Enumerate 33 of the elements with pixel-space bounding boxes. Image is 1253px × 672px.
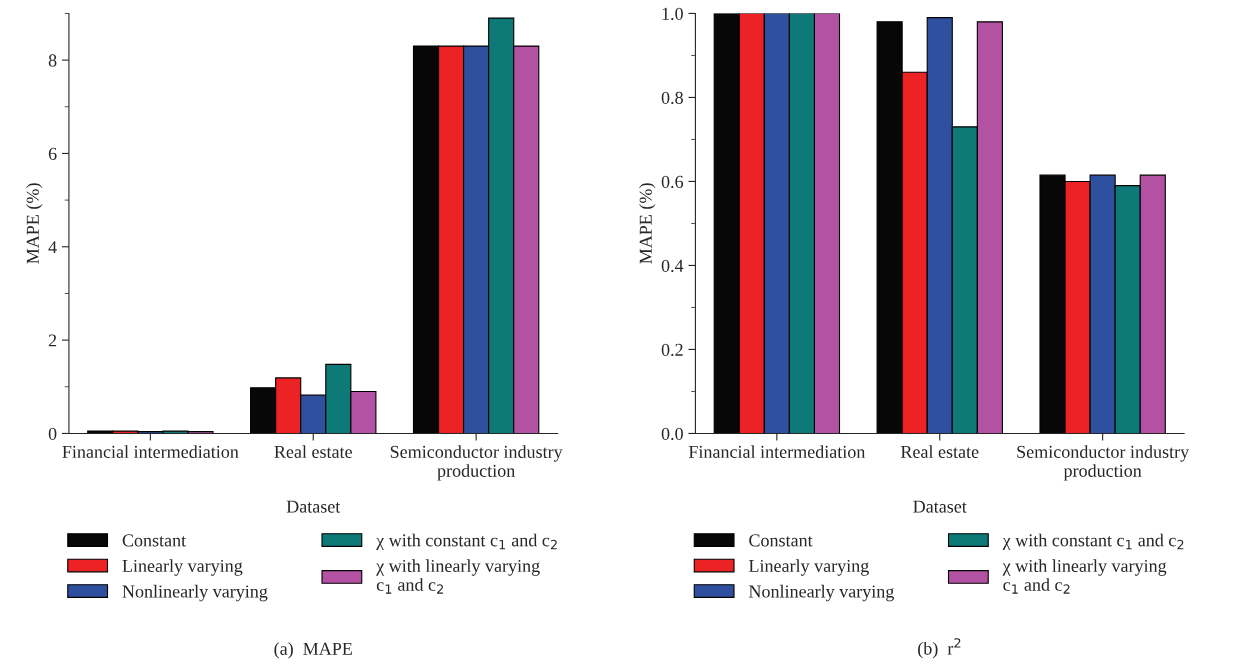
x-axis-title: Dataset xyxy=(913,500,967,513)
y-tick-label: 1.0 xyxy=(662,7,683,20)
y-tick-label: 0.0 xyxy=(661,427,683,440)
y-tick-label: 0.2 xyxy=(661,343,683,356)
x-tick-label: Real estate xyxy=(274,445,352,458)
x-tick-label: Real estate xyxy=(900,445,979,458)
y-tick-label: 4 xyxy=(48,241,57,254)
legend-label: χ with constant c$_{1}$ and c$_{2}$ xyxy=(376,533,557,551)
y-axis-title: MAPE (%) xyxy=(639,183,656,264)
legend-label: χ with constant c$_{1}$ and c$_{2}$ xyxy=(1002,533,1184,551)
x-tick-label: Financial intermediation xyxy=(62,445,239,458)
y-tick-label: 8 xyxy=(48,54,57,67)
x-tick-label: Semiconductor industry production xyxy=(1017,445,1190,481)
x-tick-label: Financial intermediation xyxy=(688,445,866,458)
legend-label: Linearly varying xyxy=(122,559,243,576)
legend-label: Constant xyxy=(122,534,187,547)
legend-label: Constant xyxy=(749,534,813,547)
y-tick-label: 0.6 xyxy=(661,175,684,188)
text: (b) r$^{2}$ xyxy=(918,638,961,659)
x-tick-label: Semiconductor industry production xyxy=(390,445,563,481)
y-tick-label: 2 xyxy=(48,334,57,347)
legend-label: χ with linearly varying c$_{1}$ and c$_{2}$ xyxy=(1002,559,1167,594)
legend-label: Linearly varying xyxy=(748,559,869,576)
y-axis-title: MAPE (%) xyxy=(26,183,43,264)
y-tick-label: 0.4 xyxy=(661,259,684,272)
legend-label: Nonlinearly varying xyxy=(748,584,895,602)
legend-label: χ with linearly varying c$_{1}$ and c$_{2}$ xyxy=(376,559,540,594)
y-tick-label: 0 xyxy=(48,427,57,440)
x-axis-title: Dataset xyxy=(286,500,341,513)
y-tick-label: 6 xyxy=(48,147,57,160)
legend-label: Nonlinearly varying xyxy=(122,584,268,602)
text: (a) MAPE xyxy=(274,642,352,659)
y-tick-label: 0.8 xyxy=(661,91,683,104)
